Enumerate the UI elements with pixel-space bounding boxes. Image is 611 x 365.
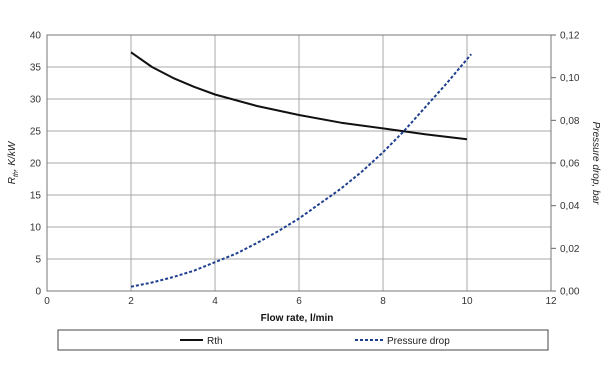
y-left-tick-label: 30 bbox=[30, 95, 42, 106]
x-tick-label: 2 bbox=[128, 296, 134, 307]
x-tick-label: 6 bbox=[296, 296, 302, 307]
y-right-tick-label: 0,08 bbox=[560, 116, 580, 127]
y-right-tick-label: 0,10 bbox=[560, 73, 580, 84]
left-axis-title-rest: , K/kW bbox=[7, 140, 18, 171]
y-left-tick-label: 40 bbox=[30, 31, 42, 42]
y-right-tick-label: 0,06 bbox=[560, 159, 580, 170]
series-line-pressure-drop bbox=[130, 53, 472, 288]
left-axis-title-sub: th bbox=[13, 171, 20, 177]
grid-layer bbox=[46, 34, 552, 292]
x-tick-label: 4 bbox=[212, 296, 218, 307]
y-left-tick-label: 0 bbox=[35, 287, 41, 298]
y-left-tick-label: 35 bbox=[30, 63, 42, 74]
y-left-tick-label: 15 bbox=[30, 191, 42, 202]
x-tick-label: 0 bbox=[44, 296, 50, 307]
x-axis-title: Flow rate, l/min bbox=[261, 313, 334, 324]
y-left-tick-label: 20 bbox=[30, 159, 42, 170]
axis-layer: 0 5 10 15 20 25 30 35 40 0 2 4 6 8 10 120,00 0,02 0,04 0,0… bbox=[30, 31, 580, 308]
y-right-tick-label: 0,12 bbox=[560, 31, 580, 42]
y-left-tick-label: 5 bbox=[35, 255, 41, 266]
y-left-tick-label: 10 bbox=[30, 223, 42, 234]
series-layer bbox=[130, 51, 472, 288]
y-right-tick-label: 0,00 bbox=[560, 287, 580, 298]
plot-frame bbox=[46, 34, 552, 292]
right-axis-title: Pressure drop, bar bbox=[590, 122, 601, 205]
y-right-tick-label: 0,04 bbox=[560, 201, 580, 212]
x-tick-label: 12 bbox=[545, 296, 557, 307]
left-axis-title-main: R bbox=[7, 177, 18, 184]
legend-box bbox=[57, 329, 549, 351]
legend-label-rth: Rth bbox=[207, 336, 223, 347]
x-tick-label: 10 bbox=[461, 296, 473, 307]
x-tick-label: 8 bbox=[380, 296, 386, 307]
legend: Rth Pressure drop bbox=[57, 329, 549, 351]
legend-label-pressure-drop: Pressure drop bbox=[387, 336, 450, 347]
y-right-tick-label: 0,02 bbox=[560, 244, 580, 255]
y-left-tick-label: 25 bbox=[30, 127, 42, 138]
left-axis-title: Rth, K/kW bbox=[7, 140, 20, 184]
series-line-rth bbox=[130, 51, 468, 141]
